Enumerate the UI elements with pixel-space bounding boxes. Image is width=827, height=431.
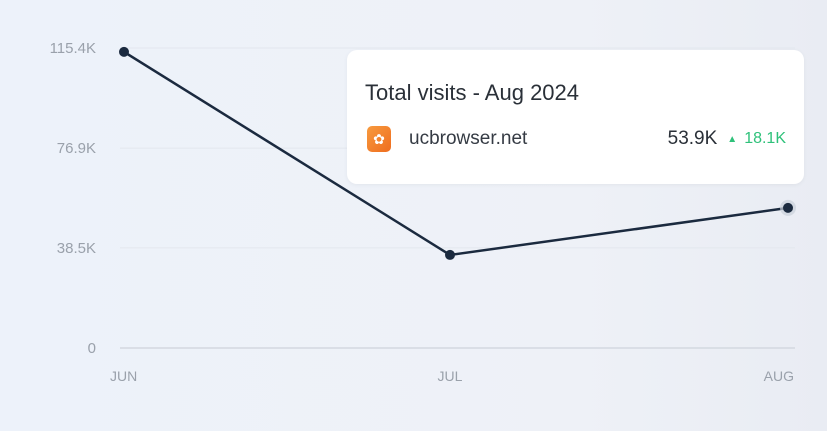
data-point [783,202,793,213]
tooltip: Total visits - Aug 2024 ✿ ucbrowser.net … [347,50,804,184]
y-tick-label: 38.5K [57,240,96,257]
y-tick-label: 115.4K [50,40,96,57]
triangle-up-icon: ▲ [727,133,738,145]
tooltip-row: ✿ ucbrowser.net 53.9K ▲ 18.1K [367,124,786,154]
y-tick-label: 76.9K [57,140,96,157]
tooltip-domain: ucbrowser.net [409,128,528,149]
tooltip-change: 18.1K [744,130,786,147]
x-tick-label: JUL [438,368,463,384]
tooltip-value: 53.9K [667,128,718,149]
ucbrowser-favicon-icon: ✿ [367,126,391,152]
x-tick-label: JUN [110,368,137,384]
data-point [119,46,129,57]
x-tick-label: AUG [764,368,794,384]
data-point [445,249,455,260]
y-tick-label: 0 [88,340,96,357]
tooltip-title: Total visits - Aug 2024 [365,80,580,105]
